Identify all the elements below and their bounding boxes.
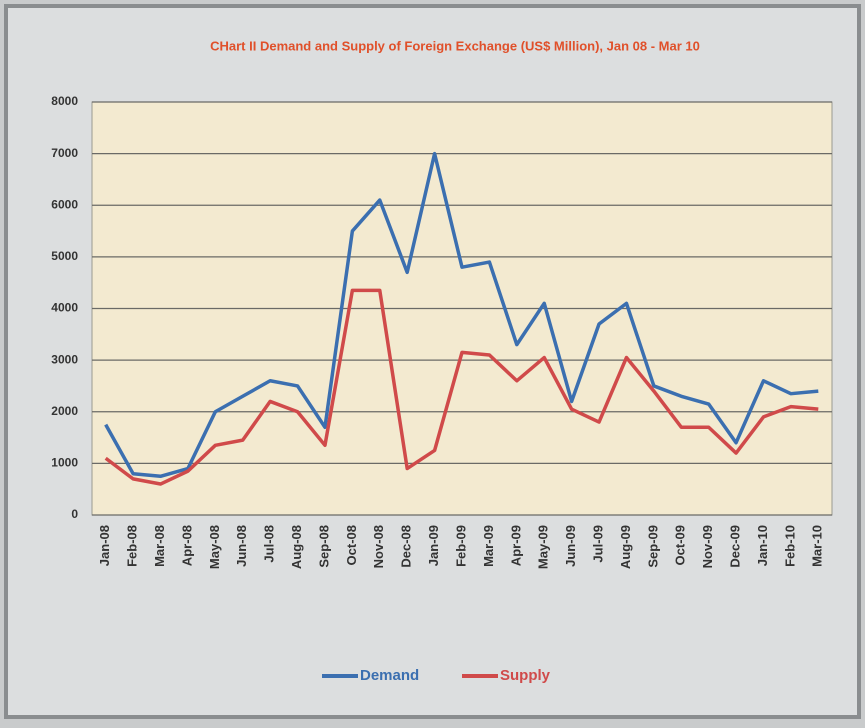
- data-line: [104, 288, 819, 486]
- x-tick-label: Aug-09: [618, 525, 633, 569]
- y-tick-label: 1000: [51, 456, 78, 470]
- y-tick-label: 6000: [51, 197, 78, 211]
- legend-label: Demand: [360, 667, 419, 684]
- x-tick-label: Feb-09: [453, 525, 468, 567]
- y-tick-label: 7000: [51, 146, 78, 160]
- y-tick-label: 5000: [51, 249, 78, 263]
- x-tick-label: Jul-08: [262, 525, 277, 563]
- x-tick-label: Mar-08: [152, 525, 167, 567]
- y-tick-label: 4000: [51, 301, 78, 315]
- x-tick-label: Dec-08: [399, 525, 414, 568]
- x-tick-label: Sep-09: [645, 525, 660, 568]
- x-tick-label: Nov-09: [700, 525, 715, 568]
- x-tick-label: Feb-08: [125, 525, 140, 567]
- x-tick-label: Jan-08: [97, 525, 112, 566]
- x-tick-label: Jun-09: [563, 525, 578, 567]
- x-tick-label: Dec-09: [728, 525, 743, 568]
- x-tick-label: Jan-09: [426, 525, 441, 566]
- y-tick-label: 2000: [51, 404, 78, 418]
- x-tick-label: Jun-08: [234, 525, 249, 567]
- y-tick-label: 0: [71, 507, 78, 521]
- x-tick-label: Jan-10: [755, 525, 770, 566]
- x-tick-label: Mar-09: [481, 525, 496, 567]
- chart-title: CHart II Demand and Supply of Foreign Ex…: [210, 38, 700, 53]
- x-tick-label: Mar-10: [810, 525, 825, 567]
- y-tick-label: 3000: [51, 352, 78, 366]
- x-tick-label: Sep-08: [316, 525, 331, 568]
- x-tick-label: Oct-09: [673, 525, 688, 565]
- legend-label: Supply: [500, 667, 551, 684]
- data-line: [104, 151, 819, 479]
- x-tick-label: May-09: [536, 525, 551, 569]
- x-tick-label: Apr-09: [508, 525, 523, 566]
- x-tick-label: Aug-08: [289, 525, 304, 569]
- x-tick-label: May-08: [207, 525, 222, 569]
- x-tick-label: Nov-08: [371, 525, 386, 568]
- x-tick-label: Feb-10: [782, 525, 797, 567]
- x-tick-label: Jul-09: [590, 525, 605, 563]
- y-tick-label: 8000: [51, 94, 78, 108]
- x-tick-label: Apr-08: [179, 525, 194, 566]
- x-tick-label: Oct-08: [344, 525, 359, 565]
